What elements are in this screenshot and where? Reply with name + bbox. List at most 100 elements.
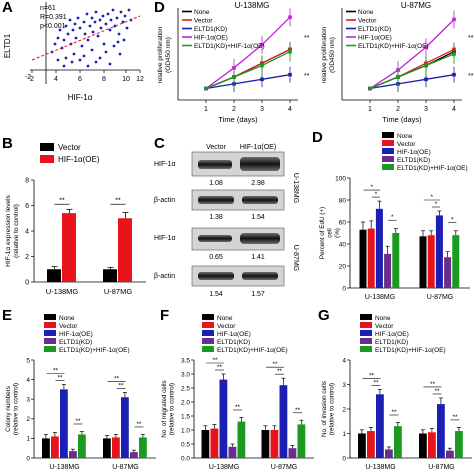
legend-label: Vector [358,18,377,25]
legend-swatch [202,314,214,320]
legend-label: HIF-1α(OE) [217,331,251,338]
y-tick-label: 8 [25,178,29,185]
bar [384,253,392,288]
bar [437,404,445,458]
bar [446,450,454,458]
scatter-point [74,36,78,40]
legend-label: HIF-1α(OE) [397,149,431,156]
band-value: 2.98 [251,180,265,187]
x-tick-label: 3 [260,106,264,113]
bar [51,436,59,458]
col-header-hif-oe: HIF-1α(OE) [240,144,276,151]
bar [376,394,384,458]
data-point [288,72,292,77]
y-tick-label: -2 [25,74,31,81]
significance-marker: ** [304,35,310,42]
y-axis-label: (OD450 nm) [165,37,172,73]
scatter-point [115,16,119,20]
x-category-label: U-138MG [365,294,395,301]
significance-marker: * [435,201,438,208]
bar [103,438,111,458]
blot-band [198,196,234,204]
significance-marker: ** [136,421,142,428]
significance-marker: ** [53,368,59,375]
scatter-point [83,32,87,36]
bar [60,389,68,458]
significance-marker: ** [430,381,436,388]
legend-label: Vector [397,141,416,148]
bar [121,397,129,458]
x-tick-label: 4 [288,106,292,113]
bar [452,235,460,288]
legend-label: ELTD1(KD) [59,339,92,346]
legend-label: Vector [59,323,78,330]
legend-label: ELTD1(KD) [358,26,391,33]
row-label-hif: HIF-1α [154,161,176,168]
data-point [260,63,264,68]
bar [358,433,366,458]
significance-marker: ** [295,407,301,414]
legend-label: ELTD1(KD)+HIF-1α(OE) [375,347,446,354]
y-axis-label: Percent of EdU (+) [319,207,326,259]
x-tick-label: 1 [368,106,372,113]
scatter-point [98,18,102,22]
panel-c: C Vector HIF-1α(OE) HIF-1α 1.08 2.98 β-a… [152,136,302,306]
bar [112,437,120,458]
significance-marker: ** [277,368,283,375]
data-point [452,72,456,77]
bar [359,229,367,288]
y-tick-label: 1 [26,436,30,443]
bar [392,233,400,288]
legend-label: Vector [217,323,236,330]
x-tick-label: 2 [396,106,400,113]
bar [78,434,86,458]
scatter-point [86,38,90,42]
x-category-label: U-87MG [428,464,454,471]
legend-label: ELTD1(KD) [397,157,430,164]
legend-swatch [44,346,56,352]
blot-membrane [191,189,285,211]
data-point [452,52,456,56]
bar-chart-colony: E NoneVectorHIF-1α(OE)ELTD1(KD)ELTD1(KD)+… [2,308,156,471]
scatter-point [93,20,97,24]
y-axis-label: No. of invasion cells [321,381,328,437]
significance-marker: * [451,216,454,223]
data-point [396,75,400,79]
scatter-point [123,14,127,18]
legend-swatch [202,338,214,344]
significance-marker: ** [373,379,379,386]
band-value: 0.65 [209,254,223,261]
y-axis-label: (relative to control) [13,204,20,258]
x-axis-label: Time (days) [382,115,422,124]
bar [69,451,77,458]
scatter-point [68,18,72,22]
legend-swatch [44,338,56,344]
legend-swatch [360,346,372,352]
bar-chart-migration: F NoneVectorHIF-1α(OE)ELTD1(KD)ELTD1(KD)+… [160,308,314,471]
scatter-point [80,44,84,48]
panel-label: B [2,136,13,152]
x-tick-label: 4 [54,76,58,83]
panel-f: F None Vector HIF-1α(OE) ELTD1(KD) ELTD1(KD)+… [158,308,316,474]
data-point [424,63,428,68]
y-axis-label: relative proliferation [157,26,164,83]
panel-label: E [2,308,12,324]
series-line [205,51,291,90]
bar [428,432,436,458]
panel-label: D [312,130,323,146]
scatter-point [70,60,74,64]
legend-label: None [194,9,210,16]
bar [288,448,297,458]
legend-label: Vector [194,18,213,25]
legend-swatch [382,148,394,154]
bar-chart-invasion: G NoneVectorHIF-1α(OE)ELTD1(KD)ELTD1(KD)+… [318,308,472,471]
x-tick-label: 10 [122,76,130,83]
scatter-point [62,38,66,42]
bar [455,431,463,458]
scatter-point [90,48,94,52]
y-tick-label: 3 [26,397,30,404]
series-line [369,53,455,90]
x-axis-label: Time (days) [218,115,258,124]
significance-marker: ** [369,372,375,379]
blot-band [242,196,278,204]
